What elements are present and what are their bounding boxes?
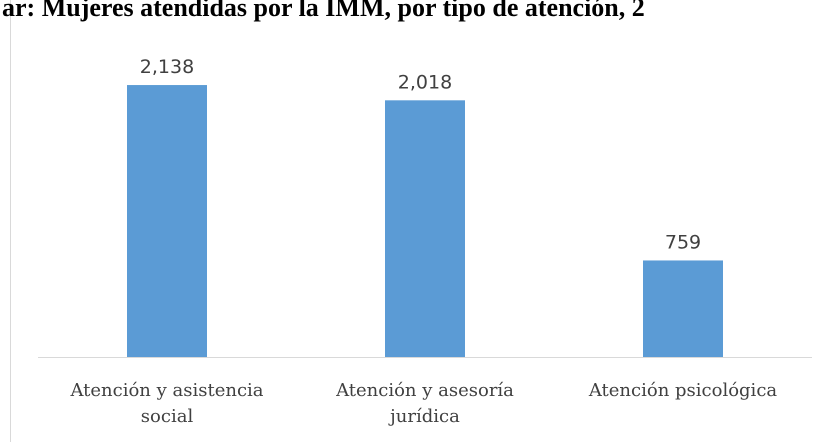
- value-label: 2,018: [398, 71, 452, 93]
- x-tick-label: Atención y asesoría jurídica: [336, 380, 514, 427]
- x-tick-label: Atención psicológica: [588, 380, 778, 401]
- value-label: 2,138: [140, 56, 194, 78]
- chart-title: ar: Mujeres atendidas por la IMM, por ti…: [2, 0, 645, 22]
- bar: [127, 85, 207, 358]
- x-tick-label: Atención y asistencia social: [70, 380, 264, 427]
- bar: [385, 100, 465, 358]
- bar: [643, 260, 723, 357]
- value-label: 759: [665, 231, 701, 253]
